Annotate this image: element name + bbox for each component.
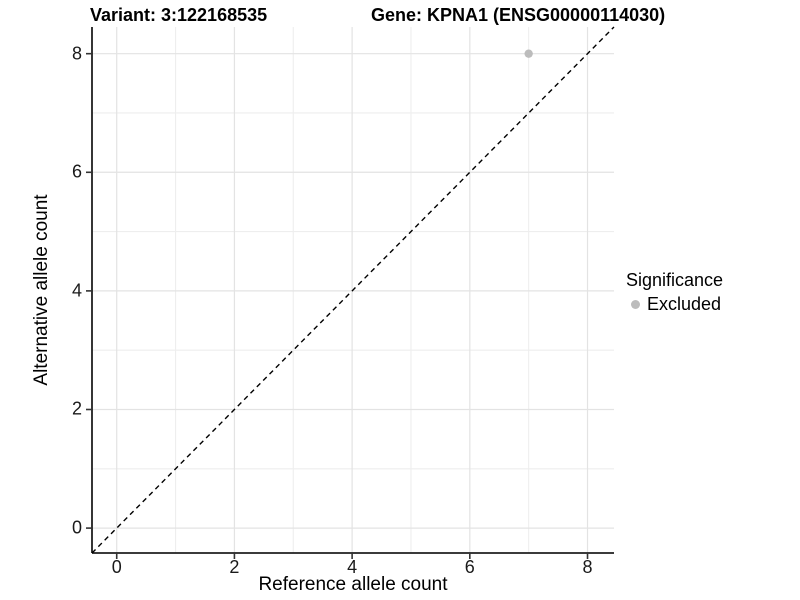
legend-item: Excluded [631, 294, 723, 315]
x-tick-label: 4 [347, 557, 358, 577]
legend: Significance Excluded [626, 270, 723, 315]
y-tick-label: 0 [71, 517, 82, 538]
legend-title: Significance [626, 270, 724, 290]
x-tick-label: 2 [229, 557, 240, 577]
legend-items: Excluded [626, 294, 723, 315]
identity-dashed-line [91, 26, 615, 554]
x-tick-label: 8 [582, 557, 593, 577]
y-tick-label: 4 [71, 280, 82, 301]
x-tick-label: 0 [111, 557, 122, 577]
plot-title-gene: Gene: KPNA1 (ENSG00000114030) [371, 5, 666, 25]
x-axis-title: Reference allele count [258, 574, 448, 595]
x-tick-label: 6 [464, 557, 475, 577]
legend-marker-circle-icon [631, 300, 640, 309]
y-tick-label: 6 [71, 161, 82, 182]
legend-item-label: Excluded [647, 294, 722, 314]
data-point [524, 49, 533, 58]
plot-title-variant: Variant: 3:122168535 [90, 5, 268, 25]
y-tick-label: 8 [71, 43, 82, 64]
y-tick-label: 2 [71, 398, 82, 419]
